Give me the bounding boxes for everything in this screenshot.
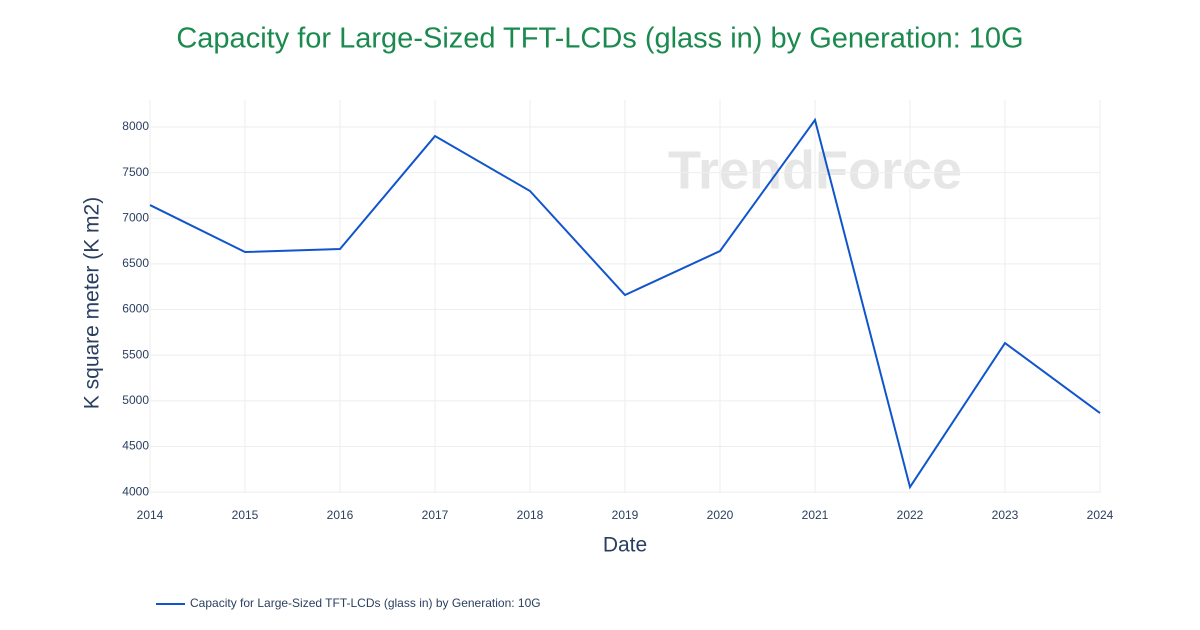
y-tick-label: 4500	[122, 439, 149, 453]
x-tick-label: 2023	[992, 508, 1019, 522]
x-tick-label: 2020	[707, 508, 734, 522]
x-tick-label: 2017	[422, 508, 449, 522]
x-tick-label: 2018	[517, 508, 544, 522]
y-axis-title: K square meter (K m2)	[81, 197, 104, 409]
y-tick-label: 6000	[122, 302, 149, 316]
x-tick-label: 2016	[327, 508, 354, 522]
x-tick-label: 2022	[897, 508, 924, 522]
y-tick-label: 7500	[122, 165, 149, 179]
x-axis-title: Date	[603, 534, 647, 557]
y-tick-label: 5500	[122, 347, 149, 361]
x-tick-label: 2024	[1087, 508, 1114, 522]
x-tick-label: 2019	[612, 508, 639, 522]
data-line	[149, 117, 1101, 490]
x-tick-label: 2021	[802, 508, 829, 522]
y-tick-label: 4000	[122, 484, 149, 498]
y-tick-label: 5000	[122, 393, 149, 407]
x-tick-label: 2014	[137, 508, 164, 522]
legend-label: Capacity for Large-Sized TFT-LCDs (glass…	[190, 596, 541, 610]
x-tick-label: 2015	[232, 508, 259, 522]
y-tick-label: 8000	[122, 119, 149, 133]
chart-title: Capacity for Large-Sized TFT-LCDs (glass…	[176, 23, 1023, 55]
y-tick-label: 7000	[122, 210, 149, 224]
y-tick-label: 6500	[122, 256, 149, 270]
